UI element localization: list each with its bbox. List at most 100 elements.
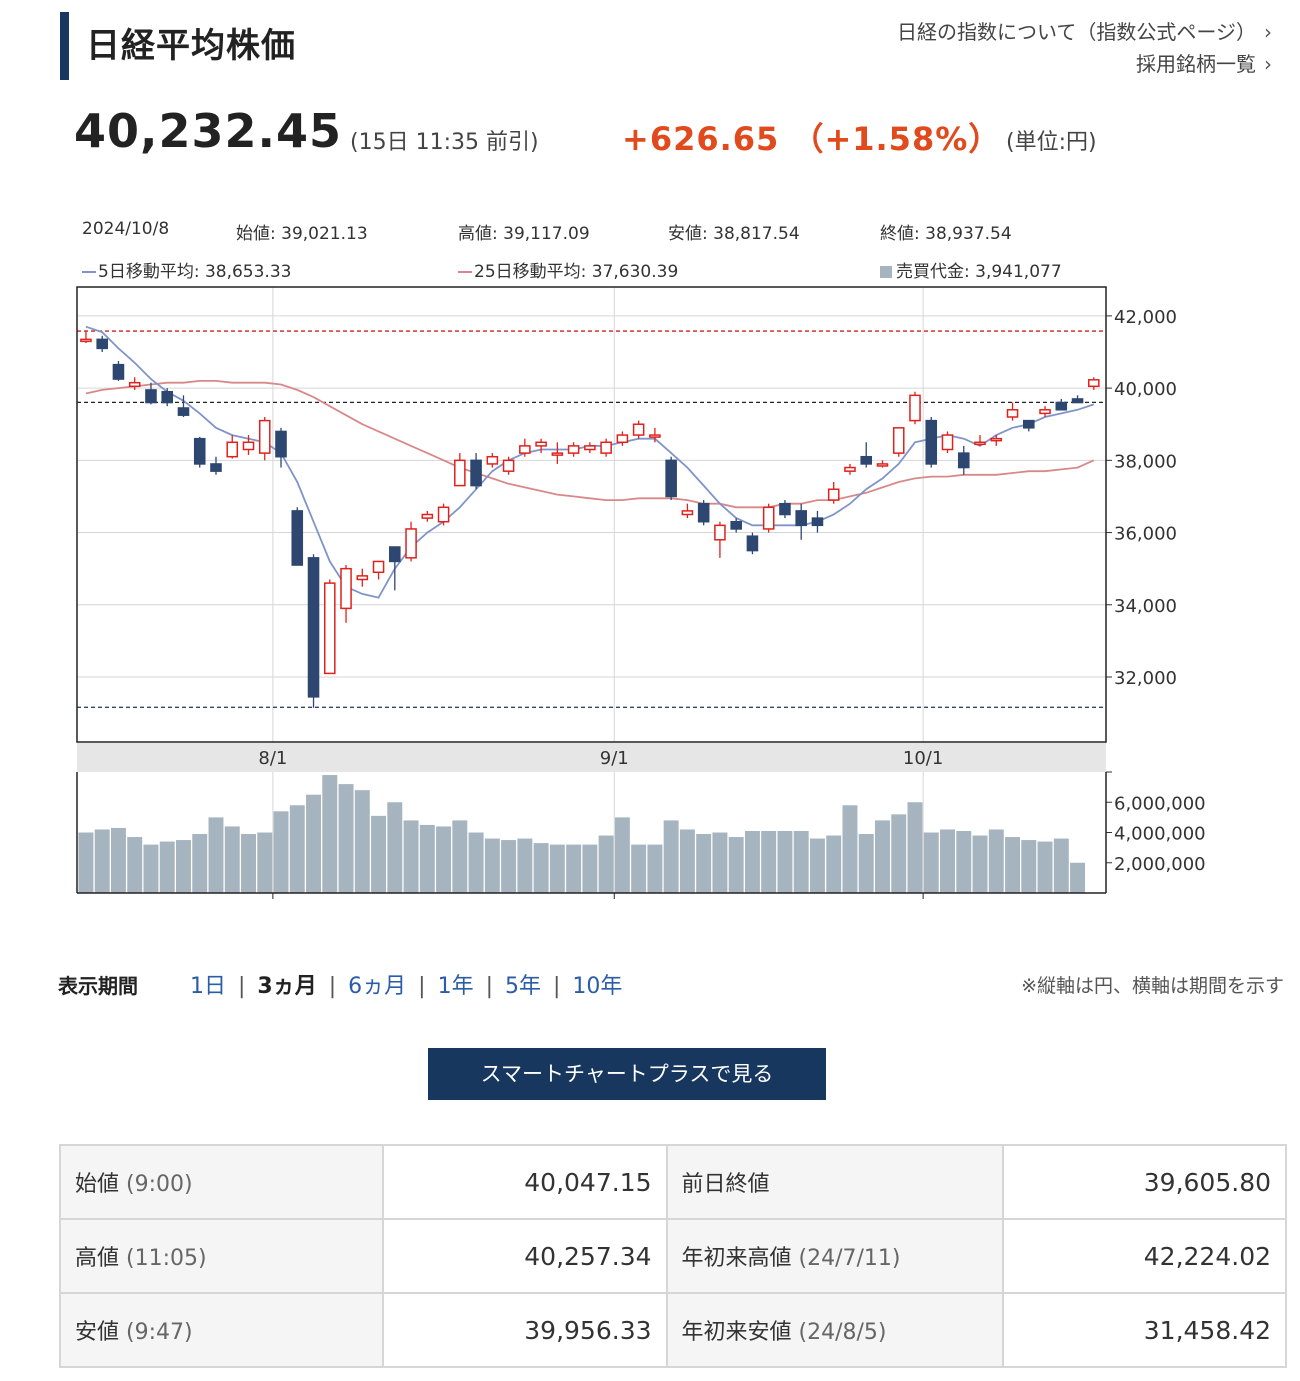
candle-body [730, 520, 742, 530]
volume-bar [777, 830, 793, 893]
page-title: 日経平均株価 [86, 26, 296, 66]
price-tick-label: 34,000 [1114, 596, 1177, 617]
volume-bar [826, 835, 842, 893]
volume-tick-label: 6,000,000 [1114, 793, 1206, 814]
candle-body [876, 463, 889, 467]
smart-chart-plus-button[interactable]: スマートチャートプラスで見る [428, 1048, 826, 1100]
volume-bar [696, 834, 712, 893]
stat-sub-label: (9:00) [119, 1172, 193, 1197]
volume-bar [533, 843, 549, 893]
stat-value: 39,605.80 [1001, 1144, 1287, 1220]
period-option[interactable]: 1年 [437, 974, 474, 999]
candle-body [421, 513, 434, 519]
volume-bar [419, 824, 435, 893]
candle-body [307, 557, 320, 698]
period-option[interactable]: 5年 [505, 974, 541, 999]
period-option[interactable]: 1日 [190, 974, 226, 999]
date-tick-label: 10/1 [903, 748, 943, 769]
period-option[interactable]: 3ヵ月 [257, 974, 317, 999]
volume-bar [875, 820, 890, 893]
current-price: 40,232.45 [74, 104, 342, 158]
volume-bar [858, 834, 874, 893]
stats-table: 始値 (9:00) 40,047.15 前日終値 39,605.80 高値 (11:05… [59, 1144, 1287, 1368]
volume-bar [923, 832, 939, 893]
volume-bar [1021, 840, 1037, 893]
ohlc-date: 2024/10/8 [82, 219, 170, 239]
date-axis-band [77, 743, 1106, 772]
period-selector: 1日 | 3ヵ月 | 6ヵ月 | 1年 | 5年 | 10年 [178, 968, 634, 1000]
period-option[interactable]: 6ヵ月 [348, 974, 407, 999]
candle-body [161, 390, 174, 404]
period-separator: | [238, 974, 246, 999]
volume-bar [647, 844, 663, 893]
price-unit: (単位:円) [1006, 130, 1097, 155]
volume-bar [241, 834, 256, 893]
volume-bar [517, 838, 533, 893]
volume-bar [663, 820, 679, 893]
volume-bar [338, 784, 354, 893]
candle-body [567, 445, 580, 454]
volume-bar [484, 838, 500, 893]
candle-body [519, 445, 531, 454]
volume-bar [354, 790, 370, 893]
candle-body [990, 437, 1003, 442]
candle-body [909, 394, 921, 422]
ma25-legend-swatch [458, 271, 472, 273]
ohlc-high: 高値: 39,117.09 [458, 224, 590, 244]
volume-bar [110, 827, 126, 893]
period-option[interactable]: 10年 [572, 974, 623, 999]
volume-bar [1005, 837, 1021, 893]
candle-body [697, 502, 710, 523]
candle-body [323, 582, 336, 675]
table-row: 安値 (9:47) 39,956.33 年初来安値 (24/8/5) 31,458.4… [59, 1292, 1287, 1368]
volume-bar [614, 817, 630, 893]
components-link-label: 採用銘柄一覧 [1136, 52, 1256, 76]
candle-body [470, 459, 482, 487]
volume-bar [940, 829, 955, 893]
candle-body [356, 575, 369, 581]
volume-bar [809, 838, 825, 893]
stat-value: 42,224.02 [1001, 1218, 1287, 1294]
price-plot-frame [76, 286, 1107, 743]
period-separator: | [418, 974, 426, 999]
stat-label: 高値 (11:05) [59, 1218, 384, 1294]
volume-bar [891, 814, 907, 893]
volume-bar [582, 844, 598, 893]
candle-body [145, 389, 157, 404]
candle-body [714, 524, 726, 541]
candle-body [1039, 409, 1051, 415]
ohlc-close: 終値: 38,937.54 [880, 224, 1012, 244]
volume-bar [972, 835, 988, 893]
ohlc-low: 安値: 38,817.54 [668, 224, 800, 244]
price-time: (15日 11:35 前引) [350, 130, 539, 155]
stat-value: 39,956.33 [382, 1292, 668, 1368]
volume-tick-label: 2,000,000 [1114, 854, 1206, 875]
index-info-link[interactable]: 日経の指数について（指数公式ページ） › [897, 16, 1272, 45]
stat-label: 年初来高値 (24/7/11) [665, 1218, 1004, 1294]
stat-sub-label: (9:47) [119, 1320, 193, 1345]
candle-body [925, 419, 938, 465]
candle-body [1022, 419, 1035, 429]
stat-label: 前日終値 [665, 1144, 1004, 1220]
volume-bar [598, 835, 614, 893]
volume-bar [289, 805, 305, 893]
volume-bar [631, 844, 647, 893]
candle-body [486, 455, 499, 465]
candle-body [762, 506, 775, 530]
components-link[interactable]: 採用銘柄一覧 › [1136, 48, 1272, 77]
volume-legend-label: 売買代金: 3,941,077 [896, 262, 1062, 282]
candle-body [1088, 379, 1100, 388]
stat-label: 年初来安値 (24/8/5) [665, 1292, 1004, 1368]
price-chart[interactable]: 42,000 40,000 38,000 36,000 34,000 32,000 8/1 9… [0, 0, 1300, 920]
volume-bar [1053, 838, 1069, 893]
candle-body [892, 427, 905, 454]
ma5-legend: 5日移動平均: 38,653.33 [82, 257, 291, 282]
volume-bar [143, 844, 159, 893]
volume-legend-swatch [880, 266, 892, 278]
volume-bar [793, 830, 809, 893]
stat-value: 31,458.42 [1001, 1292, 1287, 1368]
candle-body [128, 381, 141, 388]
volume-bar [127, 837, 143, 893]
price-plot-area [77, 287, 1106, 742]
volume-bar [273, 811, 289, 893]
